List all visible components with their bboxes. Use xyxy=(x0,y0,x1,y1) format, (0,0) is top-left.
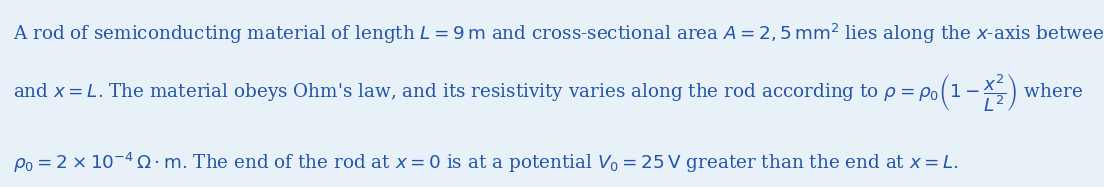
Text: $\rho_0 = 2 \times 10^{-4}\,\Omega \cdot {\rm m}$. The end of the rod at $x = 0$: $\rho_0 = 2 \times 10^{-4}\,\Omega \cdot… xyxy=(13,151,959,175)
Text: and $x = L$. The material obeys Ohm's law, and its resistivity varies along the : and $x = L$. The material obeys Ohm's la… xyxy=(13,73,1083,114)
Text: A rod of semiconducting material of length $\mathit{L} = 9\,{\rm m}$ and cross-s: A rod of semiconducting material of leng… xyxy=(13,22,1104,46)
